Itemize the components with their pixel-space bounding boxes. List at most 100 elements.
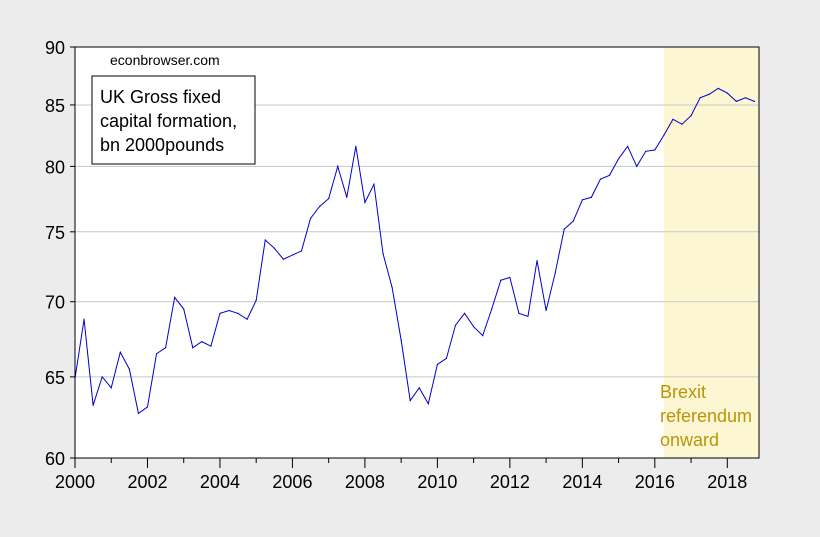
data-point bbox=[400, 339, 402, 341]
chart-title-line-3: bn 2000pounds bbox=[100, 135, 224, 155]
data-point bbox=[654, 149, 656, 151]
x-axis-ticks: 2000 2002 2004 2006 2008 2010 2012 2014 2016 2018 bbox=[55, 458, 747, 492]
annotation-line-2: referendum bbox=[660, 406, 752, 426]
data-point bbox=[645, 150, 647, 152]
x-tick-label: 2014 bbox=[562, 472, 602, 492]
x-axis-minor-ticks bbox=[110, 458, 692, 463]
y-tick-label: 75 bbox=[45, 223, 65, 243]
data-point bbox=[717, 87, 719, 89]
data-point bbox=[608, 174, 611, 176]
data-point bbox=[436, 363, 438, 366]
data-point bbox=[337, 165, 339, 167]
chart-title-line-1: UK Gross fixed bbox=[100, 87, 221, 107]
data-point bbox=[663, 134, 665, 136]
data-point bbox=[482, 335, 484, 337]
data-point bbox=[174, 296, 176, 299]
data-point bbox=[690, 115, 692, 117]
data-point bbox=[536, 259, 538, 262]
data-point bbox=[246, 318, 248, 320]
data-point bbox=[92, 404, 94, 406]
y-tick-label: 70 bbox=[45, 293, 65, 313]
x-tick-label: 2002 bbox=[127, 472, 167, 492]
data-point bbox=[291, 254, 294, 256]
data-point bbox=[83, 318, 85, 320]
data-point bbox=[164, 347, 167, 349]
data-point bbox=[391, 286, 393, 288]
x-tick-label: 2012 bbox=[490, 472, 530, 492]
data-point bbox=[228, 309, 230, 312]
data-point bbox=[454, 324, 457, 326]
data-point bbox=[473, 326, 475, 328]
data-point bbox=[463, 312, 466, 314]
annotation-line-1: Brexit bbox=[660, 382, 706, 402]
data-point bbox=[427, 403, 429, 405]
y-tick-label: 60 bbox=[45, 449, 65, 469]
data-point bbox=[572, 220, 574, 222]
data-point bbox=[264, 239, 266, 241]
data-point bbox=[735, 100, 737, 102]
data-point bbox=[753, 100, 756, 102]
data-point bbox=[699, 97, 701, 99]
data-point bbox=[146, 406, 149, 408]
data-point bbox=[382, 253, 384, 255]
data-point bbox=[708, 93, 710, 95]
x-tick-label: 2006 bbox=[272, 472, 312, 492]
data-point bbox=[273, 247, 275, 249]
data-point bbox=[726, 92, 728, 94]
data-point bbox=[110, 387, 112, 389]
data-point bbox=[418, 387, 420, 389]
data-point bbox=[744, 97, 747, 99]
y-tick-label: 80 bbox=[45, 157, 65, 177]
data-point bbox=[328, 197, 330, 200]
brexit-shade-region bbox=[663, 47, 759, 458]
y-tick-label: 90 bbox=[45, 38, 65, 58]
y-axis-ticks: 60 65 70 75 80 85 90 bbox=[45, 38, 75, 469]
data-point bbox=[300, 250, 303, 252]
data-point bbox=[581, 199, 583, 201]
data-point bbox=[500, 279, 502, 281]
data-point bbox=[101, 376, 103, 378]
data-point bbox=[355, 145, 357, 147]
data-point bbox=[237, 312, 239, 314]
data-point bbox=[590, 196, 592, 198]
data-point bbox=[219, 312, 221, 314]
data-point bbox=[346, 196, 348, 198]
data-point bbox=[409, 399, 411, 402]
watermark: econbrowser.com bbox=[110, 52, 220, 68]
data-point bbox=[491, 308, 493, 310]
data-point bbox=[599, 178, 602, 180]
data-point bbox=[518, 312, 520, 314]
data-point bbox=[681, 123, 683, 125]
data-point bbox=[554, 272, 556, 274]
data-point bbox=[636, 165, 638, 167]
annotation-line-3: onward bbox=[660, 430, 719, 450]
series-line bbox=[74, 87, 755, 415]
data-point bbox=[672, 118, 674, 120]
data-point bbox=[445, 357, 448, 359]
x-tick-label: 2010 bbox=[417, 472, 457, 492]
data-point bbox=[563, 228, 565, 230]
x-tick-label: 2008 bbox=[345, 472, 385, 492]
y-tick-label: 85 bbox=[45, 96, 65, 116]
title-box bbox=[91, 75, 256, 165]
y-tick-label: 65 bbox=[45, 368, 65, 388]
x-tick-label: 2000 bbox=[55, 472, 95, 492]
data-point bbox=[128, 368, 130, 370]
data-point bbox=[545, 309, 547, 312]
data-point bbox=[119, 351, 121, 353]
data-point bbox=[155, 353, 158, 355]
data-point bbox=[282, 258, 284, 260]
data-point bbox=[509, 276, 511, 279]
data-point bbox=[183, 308, 185, 310]
data-point bbox=[309, 217, 312, 219]
data-point bbox=[210, 345, 212, 347]
data-point bbox=[255, 299, 257, 301]
plot-frame bbox=[74, 46, 760, 459]
data-point bbox=[527, 315, 529, 317]
data-point bbox=[319, 205, 321, 208]
x-tick-label: 2018 bbox=[707, 472, 747, 492]
data-point bbox=[373, 183, 375, 185]
data-point bbox=[364, 201, 366, 204]
